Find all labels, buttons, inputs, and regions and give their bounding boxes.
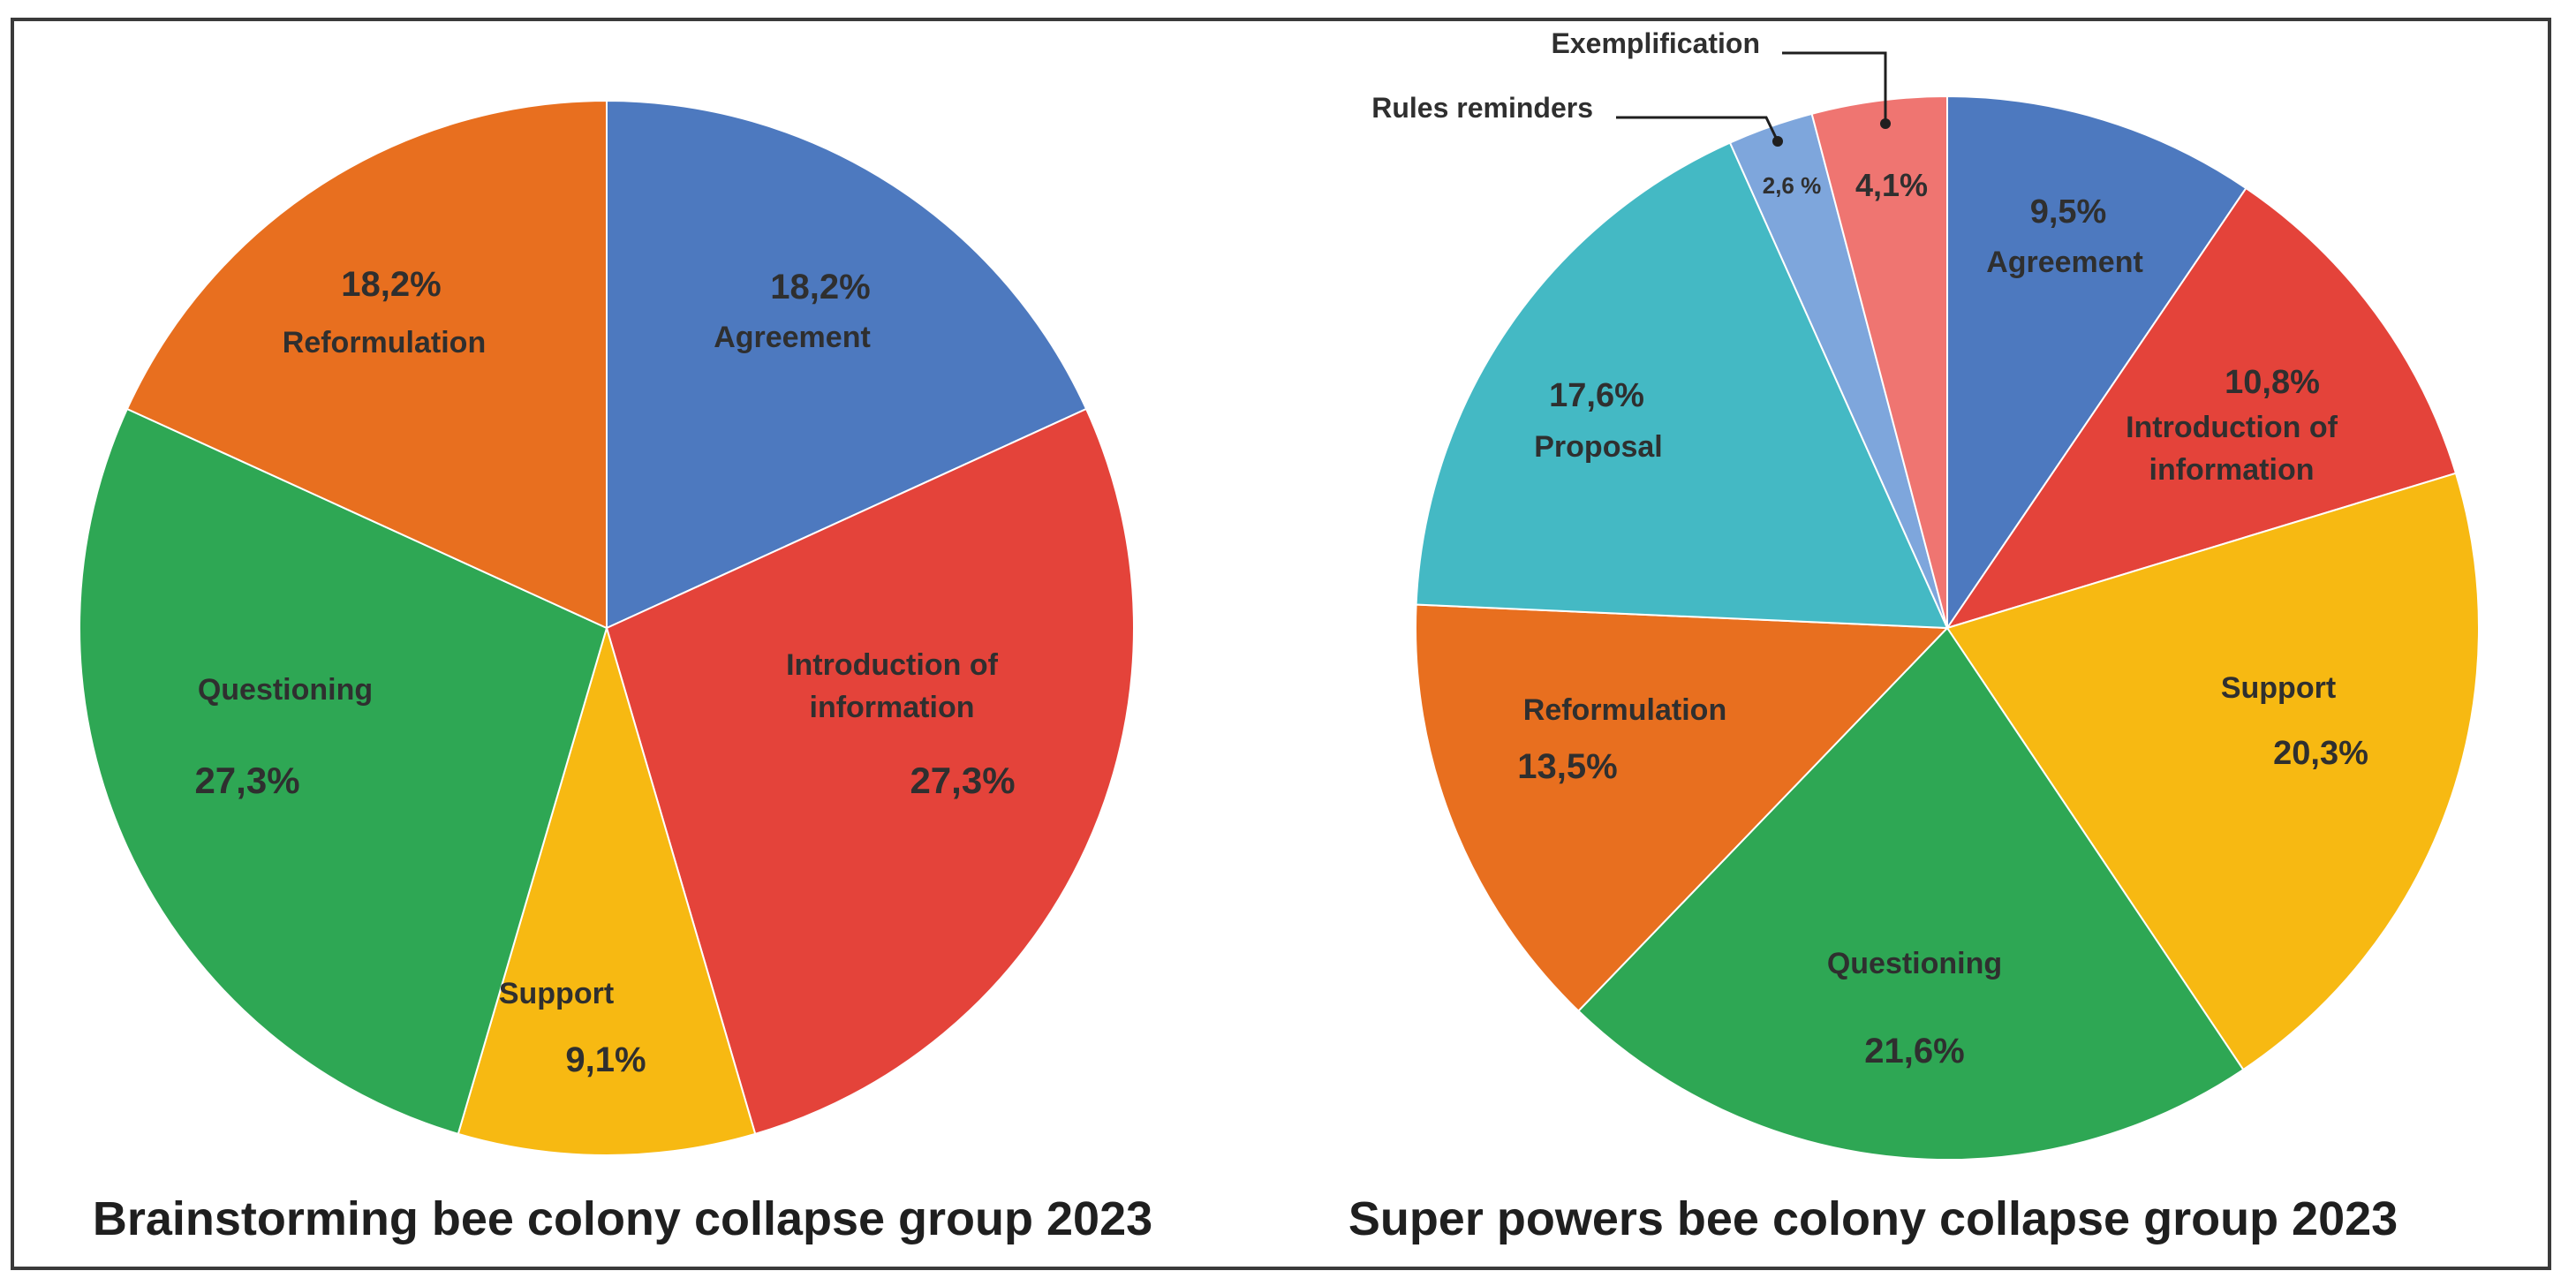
leader-line-rules-reminders — [1616, 116, 1779, 142]
leader-dot-exemplification — [1880, 118, 1891, 129]
pie-slice-value-reformulation: 13,5% — [1517, 747, 1617, 786]
pie-slice-label-support: Support — [2221, 671, 2336, 705]
pie-slice-value-agreement: 9,5% — [2030, 193, 2107, 231]
pie-slice-value-support: 9,1% — [565, 1040, 646, 1079]
pie-slice-questioning — [1577, 626, 2245, 1161]
pie-slice-value-introduction-of-information: 10,8% — [2225, 364, 2320, 401]
pie-slice-value-questioning: 27,3% — [194, 760, 299, 801]
pie-slice-value-questioning: 21,6% — [1864, 1032, 1964, 1070]
leader-line-exemplification — [1782, 51, 1887, 124]
pie-slice-support — [1945, 472, 2480, 1071]
pie-slice-label-reformulation: Reformulation — [1523, 693, 1726, 727]
pie-slice-value-support: 20,3% — [2273, 735, 2368, 772]
pie-slice-introduction-of-information — [1945, 186, 2458, 630]
pie-slice-label-agreement: Agreement — [1986, 246, 2143, 279]
pie-slice-label-exemplification: Exemplification — [1552, 27, 1761, 59]
pie-slice-value-proposal: 17,6% — [1549, 377, 1644, 414]
pie-slice-value-exemplification: 4,1% — [1855, 167, 1928, 203]
pie-slice-agreement — [1946, 95, 2247, 632]
pie-slice-reformulation — [125, 99, 608, 630]
pie-slice-label-support: Support — [499, 977, 614, 1010]
pie-chart-brainstorming: 18,2% Agreement 27,3% Introduction of inform… — [79, 99, 1135, 1156]
pie-chart-super-powers: 9,5% Agreement 10,8% Introduction of informa… — [1371, 27, 2480, 1161]
pie-slice-introduction-of-information — [605, 407, 1135, 1136]
pie-slice-value-introduction-of-information: 27,3% — [910, 760, 1015, 801]
pie-slice-support — [457, 624, 757, 1156]
pie-slice-value-agreement: 18,2% — [770, 268, 870, 306]
pie-slice-label-proposal: Proposal — [1534, 430, 1662, 464]
pie-slice-label-questioning: Questioning — [198, 673, 373, 707]
leader-dot-rules-reminders — [1772, 136, 1783, 147]
pie-slice-label-questioning: Questioning — [1827, 947, 2002, 980]
pie-slice-value-rules-reminders: 2,6 % — [1763, 172, 1822, 199]
pie-slice-label-agreement: Agreement — [714, 321, 871, 354]
pie-slice-exemplification — [1810, 95, 1948, 629]
chart-title-super-powers: Super powers bee colony collapse group 2… — [1348, 1192, 2398, 1245]
pie-slice-label-introduction-of-information: Introduction of information — [2126, 411, 2338, 487]
pie-slice-label-rules-reminders: Rules reminders — [1371, 92, 1593, 124]
pie-slice-label-introduction-of-information: Introduction of information — [786, 648, 999, 724]
pie-slice-value-reformulation: 18,2% — [341, 265, 441, 304]
pie-slice-agreement — [606, 99, 1088, 630]
pie-slice-questioning — [79, 407, 608, 1136]
pie-slice-proposal — [1415, 141, 1949, 630]
chart-title-brainstorming: Brainstorming bee colony collapse group … — [93, 1192, 1152, 1245]
pie-slice-label-reformulation: Reformulation — [283, 326, 486, 359]
pie-slice-reformulation — [1415, 603, 1950, 1013]
